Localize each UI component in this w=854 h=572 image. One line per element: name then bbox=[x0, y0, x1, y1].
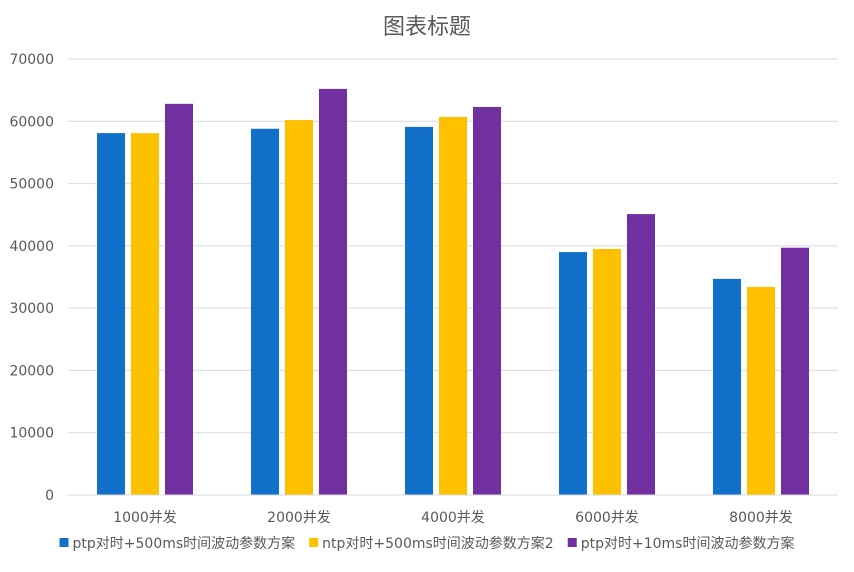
legend-label: ptp对时+500ms时间波动参数方案 bbox=[73, 535, 296, 552]
bar bbox=[627, 214, 655, 495]
chart-title: 图表标题 bbox=[383, 15, 471, 40]
legend-swatch bbox=[567, 538, 577, 547]
bar bbox=[559, 252, 587, 495]
y-tick-label: 0 bbox=[45, 488, 54, 504]
x-tick-label: 2000并发 bbox=[267, 510, 331, 526]
bar bbox=[405, 126, 433, 496]
y-tick-label: 70000 bbox=[9, 52, 54, 68]
bar bbox=[319, 88, 347, 495]
legend-label: ntp对时+500ms时间波动参数方案2 bbox=[322, 535, 554, 552]
legend-swatch bbox=[309, 538, 319, 547]
y-tick-label: 40000 bbox=[9, 239, 54, 255]
bars bbox=[97, 88, 809, 496]
x-tick-label: 4000并发 bbox=[421, 510, 485, 526]
bar bbox=[251, 128, 279, 495]
bar bbox=[747, 286, 775, 495]
y-tick-label: 10000 bbox=[9, 426, 54, 442]
bar bbox=[165, 103, 193, 496]
legend-label: ptp对时+10ms时间波动参数方案 bbox=[581, 535, 795, 552]
x-tick-label: 1000并发 bbox=[113, 510, 177, 526]
bar bbox=[285, 120, 313, 495]
bar bbox=[781, 247, 809, 495]
legend-swatch bbox=[59, 538, 69, 547]
y-tick-label: 20000 bbox=[9, 363, 54, 379]
x-tick-label: 6000并发 bbox=[575, 510, 639, 526]
bar bbox=[713, 278, 741, 495]
bar bbox=[473, 106, 501, 496]
y-tick-label: 50000 bbox=[9, 177, 54, 193]
bar bbox=[439, 116, 467, 495]
bar bbox=[131, 133, 159, 495]
y-tick-label: 30000 bbox=[9, 301, 54, 317]
legend: ptp对时+500ms时间波动参数方案 ntp对时+500ms时间波动参数方案2 p… bbox=[59, 535, 795, 552]
bar bbox=[97, 133, 125, 495]
y-axis-ticks: 0 10000 20000 30000 40000 50000 60000 70000 bbox=[9, 52, 54, 504]
y-tick-label: 60000 bbox=[9, 114, 54, 130]
x-axis-labels: 1000并发 2000并发 4000并发 6000并发 8000并发 bbox=[113, 510, 793, 526]
bar bbox=[593, 248, 621, 495]
x-tick-label: 8000并发 bbox=[729, 510, 793, 526]
